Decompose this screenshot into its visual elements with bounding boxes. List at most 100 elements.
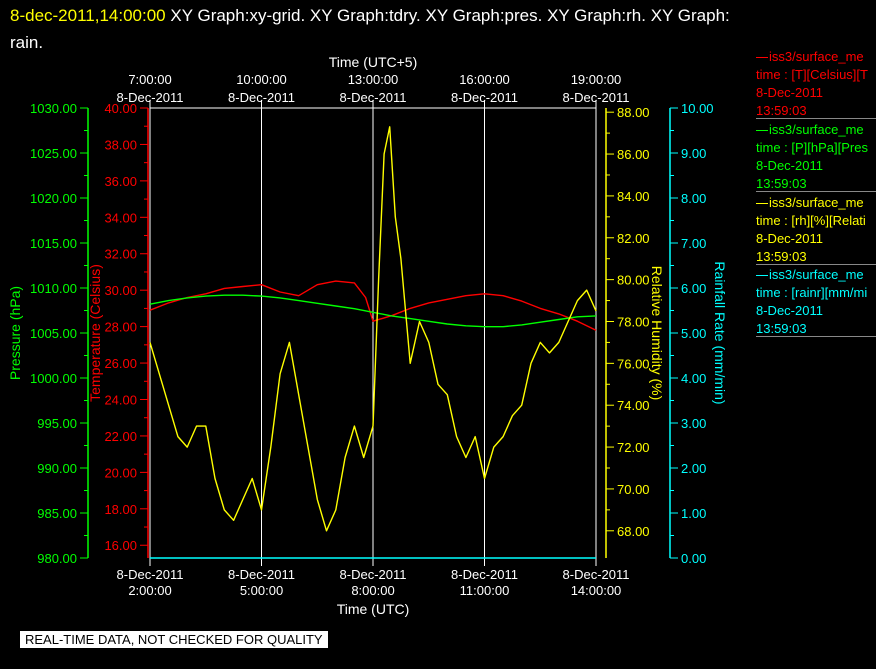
pressure-tick-label: 980.00 bbox=[37, 551, 77, 566]
x-tick-label: 8-Dec-2011 bbox=[117, 567, 184, 582]
legend-name: iss3/surface_me bbox=[769, 49, 864, 64]
rainfall-axis-label: Rainfall Rate (mm/min) bbox=[712, 261, 728, 404]
header-title: XY Graph:xy-grid. XY Graph:tdry. XY Grap… bbox=[170, 6, 730, 25]
temperature-tick-label: 30.00 bbox=[104, 283, 137, 298]
temperature-tick-label: 40.00 bbox=[104, 101, 137, 116]
rainfall-tick-label: 8.00 bbox=[681, 191, 706, 206]
x-tick-label: 8-Dec-2011 bbox=[340, 567, 407, 582]
pressure-tick-label: 1030.00 bbox=[30, 101, 77, 116]
x-top-tick-label: 10:00:00 bbox=[236, 72, 287, 87]
legend-units: time : [T][Celsius][T bbox=[756, 67, 868, 82]
rainfall-tick-label: 10.00 bbox=[681, 101, 714, 116]
header-timestamp: 8-dec-2011,14:00:00 bbox=[10, 6, 166, 25]
pressure-tick-label: 1005.00 bbox=[30, 326, 77, 341]
legend-name: iss3/surface_me bbox=[769, 122, 864, 137]
legend-separator bbox=[756, 336, 876, 337]
pressure-tick-label: 1025.00 bbox=[30, 146, 77, 161]
humidity-tick-label: 68.00 bbox=[617, 524, 650, 539]
x-top-tick-label: 8-Dec-2011 bbox=[228, 90, 295, 105]
temperature-series-line bbox=[149, 280, 597, 331]
humidity-tick-label: 74.00 bbox=[617, 398, 650, 413]
pressure-axis-label: Pressure (hPa) bbox=[7, 286, 23, 380]
humidity-tick-label: 70.00 bbox=[617, 482, 650, 497]
x-tick-label: 14:00:00 bbox=[571, 583, 622, 598]
temperature-tick-label: 28.00 bbox=[104, 320, 137, 335]
legend-date: 8-Dec-2011 bbox=[756, 85, 823, 100]
humidity-tick-label: 72.00 bbox=[617, 440, 650, 455]
x-top-tick-label: 8-Dec-2011 bbox=[340, 90, 407, 105]
rainfall-tick-label: 6.00 bbox=[681, 281, 706, 296]
humidity-tick-label: 82.00 bbox=[617, 231, 650, 246]
humidity-tick-label: 86.00 bbox=[617, 147, 650, 162]
legend-separator bbox=[756, 118, 876, 119]
humidity-tick-label: 78.00 bbox=[617, 314, 650, 329]
temperature-tick-label: 38.00 bbox=[104, 137, 137, 152]
temperature-tick-label: 32.00 bbox=[104, 247, 137, 262]
x-tick-label: 11:00:00 bbox=[460, 583, 510, 598]
rainfall-tick-label: 0.00 bbox=[681, 551, 706, 566]
x-top-tick-label: 19:00:00 bbox=[571, 72, 622, 87]
legend-separator bbox=[756, 191, 876, 192]
temperature-tick-label: 18.00 bbox=[104, 502, 137, 517]
legend-units: time : [rh][%][Relati bbox=[756, 213, 866, 228]
humidity-tick-label: 76.00 bbox=[617, 356, 650, 371]
temperature-tick-label: 20.00 bbox=[104, 465, 137, 480]
pressure-tick-label: 1010.00 bbox=[30, 281, 77, 296]
legend-name: iss3/surface_me bbox=[769, 195, 864, 210]
legend-time: 13:59:03 bbox=[756, 103, 807, 118]
chart-header: 8-dec-2011,14:00:00 XY Graph:xy-grid. XY… bbox=[10, 2, 860, 56]
pressure-tick-label: 1000.00 bbox=[30, 371, 77, 386]
legend-swatch bbox=[756, 130, 768, 132]
rainfall-tick-label: 5.00 bbox=[681, 326, 706, 341]
x-tick-label: 8-Dec-2011 bbox=[228, 567, 295, 582]
x-tick-label: 8-Dec-2011 bbox=[563, 567, 630, 582]
x-tick-label: 2:00:00 bbox=[128, 583, 171, 598]
header-title-cont: rain. bbox=[10, 33, 44, 52]
rainfall-tick-label: 3.00 bbox=[681, 416, 706, 431]
humidity-tick-label: 80.00 bbox=[617, 273, 650, 288]
temperature-tick-label: 36.00 bbox=[104, 174, 137, 189]
legend-swatch bbox=[756, 203, 768, 205]
rainfall-tick-label: 4.00 bbox=[681, 371, 706, 386]
pressure-series-line bbox=[149, 294, 597, 328]
pressure-tick-label: 985.00 bbox=[37, 506, 77, 521]
pressure-tick-label: 990.00 bbox=[37, 461, 77, 476]
temperature-tick-label: 34.00 bbox=[104, 210, 137, 225]
x-top-tick-label: 13:00:00 bbox=[348, 72, 399, 87]
x-top-axis-label: Time (UTC+5) bbox=[329, 54, 418, 70]
temperature-tick-label: 24.00 bbox=[104, 392, 137, 407]
rainfall-tick-label: 7.00 bbox=[681, 236, 706, 251]
temperature-tick-label: 16.00 bbox=[104, 538, 137, 553]
humidity-series-line bbox=[149, 126, 597, 532]
temperature-axis-label: Temperature (Celsius) bbox=[87, 264, 103, 402]
legend-date: 8-Dec-2011 bbox=[756, 158, 823, 173]
rainfall-tick-label: 9.00 bbox=[681, 146, 706, 161]
pressure-tick-label: 1020.00 bbox=[30, 191, 77, 206]
x-axis-label: Time (UTC) bbox=[337, 601, 410, 617]
legend-date: 8-Dec-2011 bbox=[756, 231, 823, 246]
x-tick-label: 5:00:00 bbox=[240, 583, 283, 598]
x-top-tick-label: 7:00:00 bbox=[128, 72, 171, 87]
x-top-tick-label: 8-Dec-2011 bbox=[117, 90, 184, 105]
humidity-tick-label: 88.00 bbox=[617, 105, 650, 120]
legend-swatch bbox=[756, 57, 768, 59]
legend-separator bbox=[756, 264, 876, 265]
legend-date: 8-Dec-2011 bbox=[756, 303, 823, 318]
x-top-tick-label: 8-Dec-2011 bbox=[563, 90, 630, 105]
rainfall-tick-label: 1.00 bbox=[681, 506, 706, 521]
legend-units: time : [P][hPa][Pres bbox=[756, 140, 868, 155]
x-top-tick-label: 8-Dec-2011 bbox=[451, 90, 518, 105]
temperature-tick-label: 26.00 bbox=[104, 356, 137, 371]
x-tick-label: 8:00:00 bbox=[351, 583, 394, 598]
pressure-tick-label: 1015.00 bbox=[30, 236, 77, 251]
x-tick-label: 8-Dec-2011 bbox=[451, 567, 518, 582]
rainfall-tick-label: 2.00 bbox=[681, 461, 706, 476]
pressure-tick-label: 995.00 bbox=[37, 416, 77, 431]
quality-notice: REAL-TIME DATA, NOT CHECKED FOR QUALITY bbox=[20, 631, 328, 648]
legend-name: iss3/surface_me bbox=[769, 267, 864, 282]
humidity-axis-label: Relative Humidity (%) bbox=[649, 266, 665, 401]
legend-units: time : [rainr][mm/mi bbox=[756, 285, 868, 300]
legend-time: 13:59:03 bbox=[756, 321, 807, 336]
legend-time: 13:59:03 bbox=[756, 176, 807, 191]
